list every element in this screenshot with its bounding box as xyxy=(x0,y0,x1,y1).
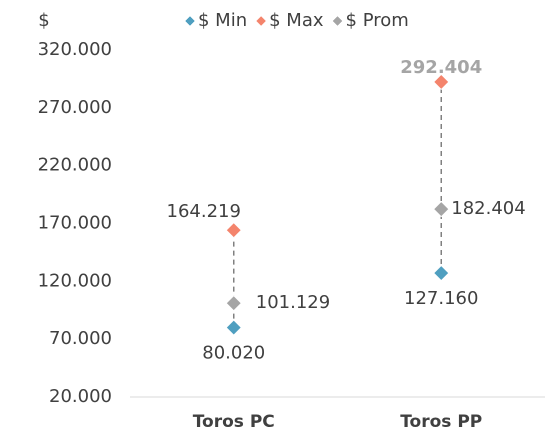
data-label: 292.404 xyxy=(400,57,482,78)
marker xyxy=(225,319,242,336)
data-label: 164.219 xyxy=(167,201,241,222)
legend-marker xyxy=(184,15,196,27)
x-tick-label: Toros PP xyxy=(400,412,482,432)
legend-label: $ Max xyxy=(269,10,324,31)
y-axis-label: $ xyxy=(38,10,49,31)
data-label: 80.020 xyxy=(202,343,265,364)
legend-marker xyxy=(332,15,343,27)
marker xyxy=(433,201,450,218)
y-tick-label: 320.000 xyxy=(38,39,112,60)
y-tick-label: 120.000 xyxy=(38,270,112,291)
data-label: 127.160 xyxy=(404,288,478,309)
x-tick-label: Toros PC xyxy=(193,412,275,432)
y-tick-label: 270.000 xyxy=(38,97,112,118)
legend-marker xyxy=(255,15,267,27)
data-label: 101.129 xyxy=(256,292,330,313)
data-label: 182.404 xyxy=(451,198,525,219)
marker xyxy=(433,264,450,282)
marker xyxy=(433,73,450,90)
y-tick-label: 170.000 xyxy=(38,213,112,234)
y-tick-label: 70.000 xyxy=(49,328,112,349)
legend-label: $ Prom xyxy=(346,10,409,31)
y-tick-label: 220.000 xyxy=(38,155,112,176)
y-tick-label: 20.000 xyxy=(49,386,112,407)
marker xyxy=(225,295,242,312)
legend-label: $ Min xyxy=(198,10,247,31)
marker xyxy=(225,222,242,239)
